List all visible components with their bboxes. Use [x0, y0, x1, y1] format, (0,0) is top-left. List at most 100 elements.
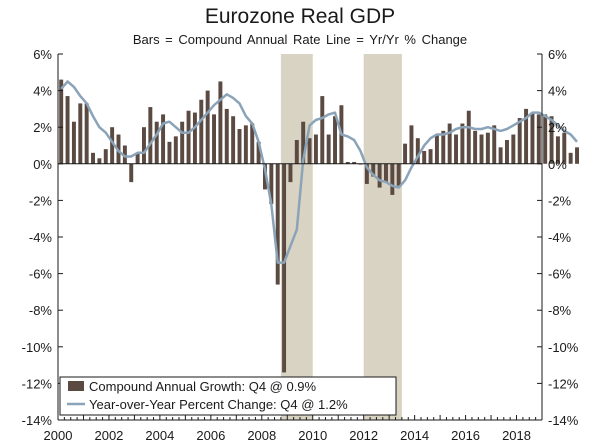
- bar: [122, 145, 127, 164]
- bar: [192, 112, 197, 164]
- y-tick-label-left: 4%: [33, 84, 52, 99]
- recession-shading-layer: [280, 54, 402, 420]
- bar: [517, 118, 522, 164]
- bar: [129, 163, 134, 183]
- bar: [390, 163, 395, 195]
- bar: [186, 110, 191, 164]
- y-tick-label-left: -10%: [22, 340, 53, 355]
- bar: [454, 134, 459, 164]
- bar: [256, 141, 261, 164]
- x-tick-label: 2012: [349, 428, 378, 443]
- bar: [485, 132, 490, 164]
- bar: [84, 103, 89, 164]
- bar: [504, 140, 509, 164]
- bar: [135, 152, 140, 164]
- bar: [466, 110, 471, 164]
- x-tick-label: 2002: [94, 428, 123, 443]
- bar: [199, 99, 204, 164]
- bar: [524, 108, 529, 164]
- bar: [377, 163, 382, 188]
- legend-box: [59, 376, 397, 416]
- bar: [536, 114, 541, 164]
- bar: [460, 123, 465, 164]
- axes-layer: 6% 6% 4% 4% 2% 2% 0% 0% -2% -2% -4% -4% -6% -6% -8% -8%…: [22, 47, 579, 443]
- x-tick-label: 2014: [400, 428, 429, 443]
- legend-bar-swatch: [68, 381, 84, 391]
- bar: [428, 149, 433, 164]
- y-tick-label-left: 2%: [33, 120, 52, 135]
- bar: [294, 140, 299, 164]
- y-tick-label-left: 6%: [33, 47, 52, 62]
- y-tick-label-right: -10%: [548, 340, 579, 355]
- bar: [237, 129, 242, 164]
- x-tick-label: 2016: [451, 428, 480, 443]
- bar: [345, 161, 350, 164]
- bar: [288, 163, 293, 183]
- bar: [212, 114, 217, 164]
- bar: [447, 123, 452, 164]
- bar: [441, 130, 446, 164]
- bar: [371, 163, 376, 177]
- recession-band: [363, 54, 402, 420]
- y-tick-label-right: -6%: [548, 267, 572, 282]
- bar: [282, 163, 287, 373]
- legend-bar-label: Compound Annual Growth: Q4 @ 0.9%: [89, 379, 317, 394]
- x-tick-label: 2004: [145, 428, 174, 443]
- chart-subtitle: Bars = Compound Annual Rate Line = Yr/Yr…: [132, 32, 468, 47]
- recession-band: [280, 54, 313, 420]
- bar: [110, 127, 115, 164]
- bar: [173, 136, 178, 164]
- bar: [313, 134, 318, 164]
- bar: [141, 127, 146, 164]
- series-line-yoy: [60, 80, 578, 264]
- bar: [78, 103, 83, 164]
- bar: [243, 125, 248, 164]
- y-tick-label-left: -4%: [29, 230, 53, 245]
- bar: [97, 158, 102, 164]
- y-tick-label-right: -2%: [548, 193, 572, 208]
- x-tick-label: 2008: [247, 428, 276, 443]
- y-tick-label-left: -6%: [29, 267, 53, 282]
- bar: [364, 163, 369, 184]
- bar: [154, 121, 159, 164]
- y-tick-label-right: 2%: [548, 120, 567, 135]
- bar: [352, 161, 357, 164]
- bar: [65, 96, 70, 164]
- bar: [543, 114, 548, 164]
- bar: [231, 116, 236, 164]
- chart-title: Eurozone Real GDP: [204, 5, 396, 28]
- bar: [492, 125, 497, 164]
- bar: [218, 81, 223, 164]
- x-tick-label: 2018: [502, 428, 531, 443]
- bar: [91, 152, 96, 164]
- bars-layer: [59, 79, 580, 373]
- y-tick-label-left: -2%: [29, 193, 53, 208]
- bar: [320, 96, 325, 164]
- y-tick-label-right: -12%: [548, 376, 579, 391]
- bar: [511, 134, 516, 164]
- y-tick-label-left: -14%: [22, 413, 53, 428]
- bar: [479, 134, 484, 164]
- bar: [498, 147, 503, 164]
- bar: [224, 108, 229, 164]
- y-tick-label-right: -14%: [548, 413, 579, 428]
- bar: [403, 143, 408, 164]
- bar: [555, 136, 560, 164]
- y-tick-label-left: 0%: [33, 157, 52, 172]
- y-tick-label-right: 4%: [548, 84, 567, 99]
- bar: [167, 141, 172, 164]
- bar: [568, 152, 573, 164]
- bar: [59, 79, 64, 164]
- bar: [275, 163, 280, 285]
- bar: [434, 134, 439, 164]
- bar: [396, 163, 401, 186]
- bar: [383, 163, 388, 183]
- y-tick-label-right: 6%: [548, 47, 567, 62]
- y-tick-label-left: -8%: [29, 303, 53, 318]
- y-tick-label-right: -8%: [548, 303, 572, 318]
- y-tick-label-right: -4%: [548, 230, 572, 245]
- bar: [575, 147, 580, 164]
- bar: [562, 132, 567, 164]
- bar: [415, 138, 420, 164]
